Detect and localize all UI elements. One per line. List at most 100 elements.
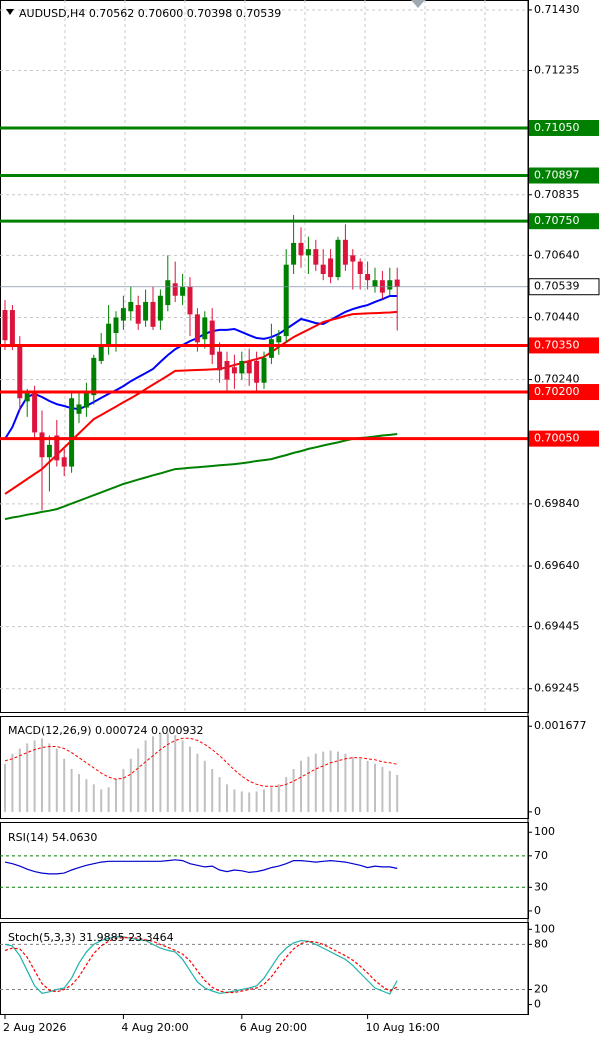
level-label-box (529, 119, 599, 136)
histogram-bar (159, 733, 162, 812)
y-tick-label: 0.69245 (534, 682, 580, 695)
histogram-bar (189, 746, 191, 812)
candle-body (254, 360, 260, 383)
y-tick-label: 70 (534, 849, 548, 862)
histogram-bar (337, 751, 339, 812)
histogram-bar (129, 758, 132, 812)
y-tick-label: 0 (534, 904, 541, 917)
histogram-bar (218, 777, 221, 812)
histogram-bar (4, 763, 6, 812)
histogram-bar (78, 774, 80, 812)
y-tick-label: 0.71235 (534, 64, 580, 77)
candle-body (61, 457, 67, 467)
level-label: 0.70350 (534, 338, 580, 351)
histogram-bar (277, 784, 280, 812)
candle-body (365, 273, 371, 281)
y-tick-label: 0 (534, 998, 541, 1011)
histogram-bar (18, 748, 21, 812)
candle-body (313, 249, 319, 265)
level-label-box (529, 167, 599, 184)
candle-body (342, 239, 348, 265)
histogram-bar (174, 735, 177, 812)
indicator-line (4, 433, 398, 521)
histogram-bar (314, 753, 317, 812)
candle-body (261, 357, 267, 383)
histogram-bar (11, 753, 14, 812)
histogram-bar (351, 756, 354, 812)
x-tick-label: 6 Aug 20:00 (240, 1021, 307, 1034)
candle-body (54, 435, 60, 461)
histogram-bar (359, 758, 362, 812)
histogram-bar (396, 774, 399, 812)
candle-body (187, 286, 193, 315)
histogram-bar (270, 787, 273, 812)
candle-body (194, 314, 200, 343)
candle-body (24, 392, 30, 402)
candle-body (328, 258, 334, 278)
histogram-bar (233, 789, 236, 812)
histogram-bar (107, 787, 110, 812)
y-tick-label: 0.70640 (534, 248, 580, 261)
candle-body (239, 360, 245, 374)
x-tick-label: 10 Aug 16:00 (366, 1021, 440, 1034)
histogram-bar (92, 784, 95, 812)
candle-body (246, 360, 252, 374)
last-price-label: 0.70539 (534, 280, 580, 293)
y-tick-label: 0 (534, 805, 541, 818)
menu-arrow (6, 9, 14, 15)
histogram-bar (85, 779, 88, 812)
candle-body (283, 264, 289, 337)
y-tick-label: 0.70440 (534, 310, 580, 323)
panel-title: AUDUSD,H4 0.70562 0.70600 0.70398 0.7053… (19, 7, 281, 20)
histogram-bar (285, 777, 288, 812)
candle-body (83, 392, 89, 408)
level-label-box (529, 430, 599, 447)
last-price-box (528, 278, 600, 296)
level-label: 0.70200 (534, 385, 580, 398)
panel-title: RSI(14) 54.0630 (8, 831, 97, 844)
indicator-line (4, 859, 398, 875)
y-tick-label: 0.69840 (534, 497, 580, 510)
candle-body (165, 280, 171, 306)
indicator-line (4, 937, 398, 994)
histogram-bar (115, 779, 117, 812)
histogram-bar (263, 789, 265, 812)
histogram-bar (211, 768, 214, 812)
level-label-box (529, 213, 599, 230)
histogram-bar (203, 760, 206, 812)
x-tick-label: 2 Aug 2026 (3, 1021, 66, 1034)
y-tick-label: 80 (534, 937, 548, 950)
histogram-bar (70, 768, 73, 812)
candle-body (350, 255, 356, 262)
candle-body (46, 444, 52, 458)
histogram-bar (144, 740, 147, 812)
candle-body (291, 242, 297, 265)
candle-body (231, 367, 237, 374)
histogram-bar (226, 784, 228, 812)
y-tick-label: 100 (534, 922, 555, 935)
histogram-bar (366, 760, 369, 812)
histogram-bar (307, 756, 310, 812)
histogram-bar (41, 738, 43, 812)
histogram-bar (388, 771, 391, 812)
scroll-marker (411, 0, 425, 8)
histogram-bar (255, 791, 258, 812)
histogram-bar (26, 743, 29, 812)
candle-body (32, 392, 38, 433)
candle-body (209, 320, 215, 355)
candle-body (305, 249, 311, 256)
candle-body (268, 339, 274, 358)
level-label: 0.70897 (534, 169, 580, 182)
y-tick-label: 0.70835 (534, 188, 580, 201)
level-label-box (529, 337, 599, 354)
y-tick-label: 0.69445 (534, 620, 580, 633)
candle-body (298, 242, 304, 256)
candle-body (217, 351, 223, 371)
histogram-bar (344, 753, 347, 812)
candle-body (128, 301, 134, 312)
candle-body (98, 345, 104, 361)
histogram-bar (166, 733, 169, 812)
histogram-bar (329, 750, 332, 812)
candle-body (394, 279, 400, 287)
histogram-bar (181, 740, 184, 812)
